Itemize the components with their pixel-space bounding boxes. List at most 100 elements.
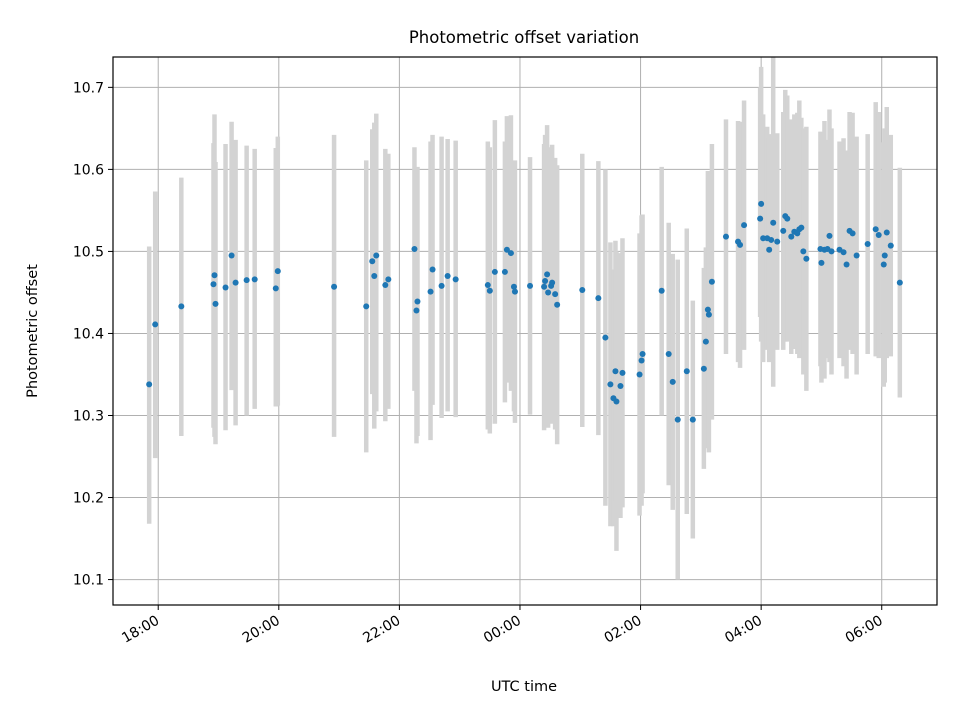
data-point <box>883 229 890 236</box>
data-point <box>770 219 777 226</box>
data-point <box>542 277 549 284</box>
data-point <box>849 230 856 237</box>
data-point <box>768 236 775 243</box>
data-point <box>507 250 514 257</box>
y-tick-label: 10.1 <box>73 573 104 589</box>
data-point <box>843 261 850 268</box>
data-point <box>853 252 860 259</box>
data-point <box>784 215 791 222</box>
x-axis-label: UTC time <box>491 679 557 695</box>
data-point <box>658 287 665 294</box>
y-axis: 10.1 10.2 10.3 10.4 10.5 10.6 10.7 <box>73 80 113 589</box>
data-point <box>612 368 619 375</box>
data-point <box>511 288 518 295</box>
data-point <box>579 286 586 293</box>
data-point <box>708 278 715 285</box>
data-point <box>491 268 498 275</box>
data-point <box>210 281 217 288</box>
data-point <box>887 242 894 249</box>
data-point <box>704 306 711 313</box>
data-point <box>444 273 451 280</box>
data-point <box>741 222 748 229</box>
data-point <box>222 284 229 291</box>
data-point <box>272 285 279 292</box>
data-point <box>371 273 378 280</box>
data-point <box>638 357 645 364</box>
data-point <box>211 272 218 279</box>
data-point <box>510 283 517 290</box>
chart-title: Photometric offset variation <box>409 28 639 47</box>
data-point <box>438 282 445 289</box>
y-tick-label: 10.6 <box>73 162 104 178</box>
data-point <box>545 289 552 296</box>
data-point <box>382 282 389 289</box>
data-point <box>452 276 459 283</box>
data-point <box>251 276 258 283</box>
data-point <box>503 246 510 253</box>
data-point <box>212 300 219 307</box>
data-point <box>798 224 805 231</box>
data-point <box>146 381 153 388</box>
data-point <box>414 298 421 305</box>
data-point <box>818 259 825 266</box>
data-point <box>689 416 696 423</box>
data-point <box>722 233 729 240</box>
data-point <box>373 252 380 259</box>
data-point <box>702 338 709 345</box>
data-point <box>665 350 672 357</box>
data-point <box>828 248 835 255</box>
data-point <box>880 261 887 268</box>
data-point <box>486 287 493 294</box>
data-point <box>872 226 879 233</box>
data-point <box>429 266 436 273</box>
data-point <box>274 268 281 275</box>
data-point <box>700 365 707 372</box>
data-point <box>427 288 434 295</box>
data-point <box>232 279 239 286</box>
data-point <box>411 245 418 252</box>
data-point <box>602 334 609 341</box>
data-point <box>619 369 626 376</box>
data-point <box>669 378 676 385</box>
data-point <box>607 381 614 388</box>
data-point <box>840 249 847 256</box>
data-point <box>552 291 559 298</box>
data-point <box>369 258 376 265</box>
data-point <box>636 371 643 378</box>
data-point <box>780 227 787 234</box>
data-point <box>737 241 744 248</box>
data-point <box>613 398 620 405</box>
plot-frame <box>112 56 938 606</box>
y-axis-label: Photometric offset <box>25 264 41 398</box>
data-point <box>178 303 185 310</box>
data-point <box>800 248 807 255</box>
y-tick-label: 10.4 <box>73 326 104 342</box>
data-point <box>766 246 773 253</box>
data-point <box>774 238 781 245</box>
data-point <box>413 307 420 314</box>
data-point <box>228 252 235 259</box>
data-point <box>501 268 508 275</box>
data-point <box>243 277 250 284</box>
data-point <box>758 200 765 207</box>
data-point <box>881 252 888 259</box>
data-point <box>803 255 810 262</box>
data-point <box>674 416 681 423</box>
data-point <box>617 382 624 389</box>
data-point <box>864 241 871 248</box>
data-point <box>757 215 764 222</box>
data-point <box>639 350 646 357</box>
y-tick-label: 10.5 <box>73 244 104 260</box>
data-point <box>527 282 534 289</box>
data-point <box>705 311 712 318</box>
y-tick-label: 10.7 <box>73 80 104 96</box>
data-point <box>331 283 338 290</box>
data-point <box>484 282 491 289</box>
y-tick-label: 10.2 <box>73 491 104 507</box>
data-point <box>826 232 833 239</box>
data-point <box>683 368 690 375</box>
data-point <box>788 233 795 240</box>
data-point <box>544 271 551 278</box>
data-point <box>595 295 602 302</box>
